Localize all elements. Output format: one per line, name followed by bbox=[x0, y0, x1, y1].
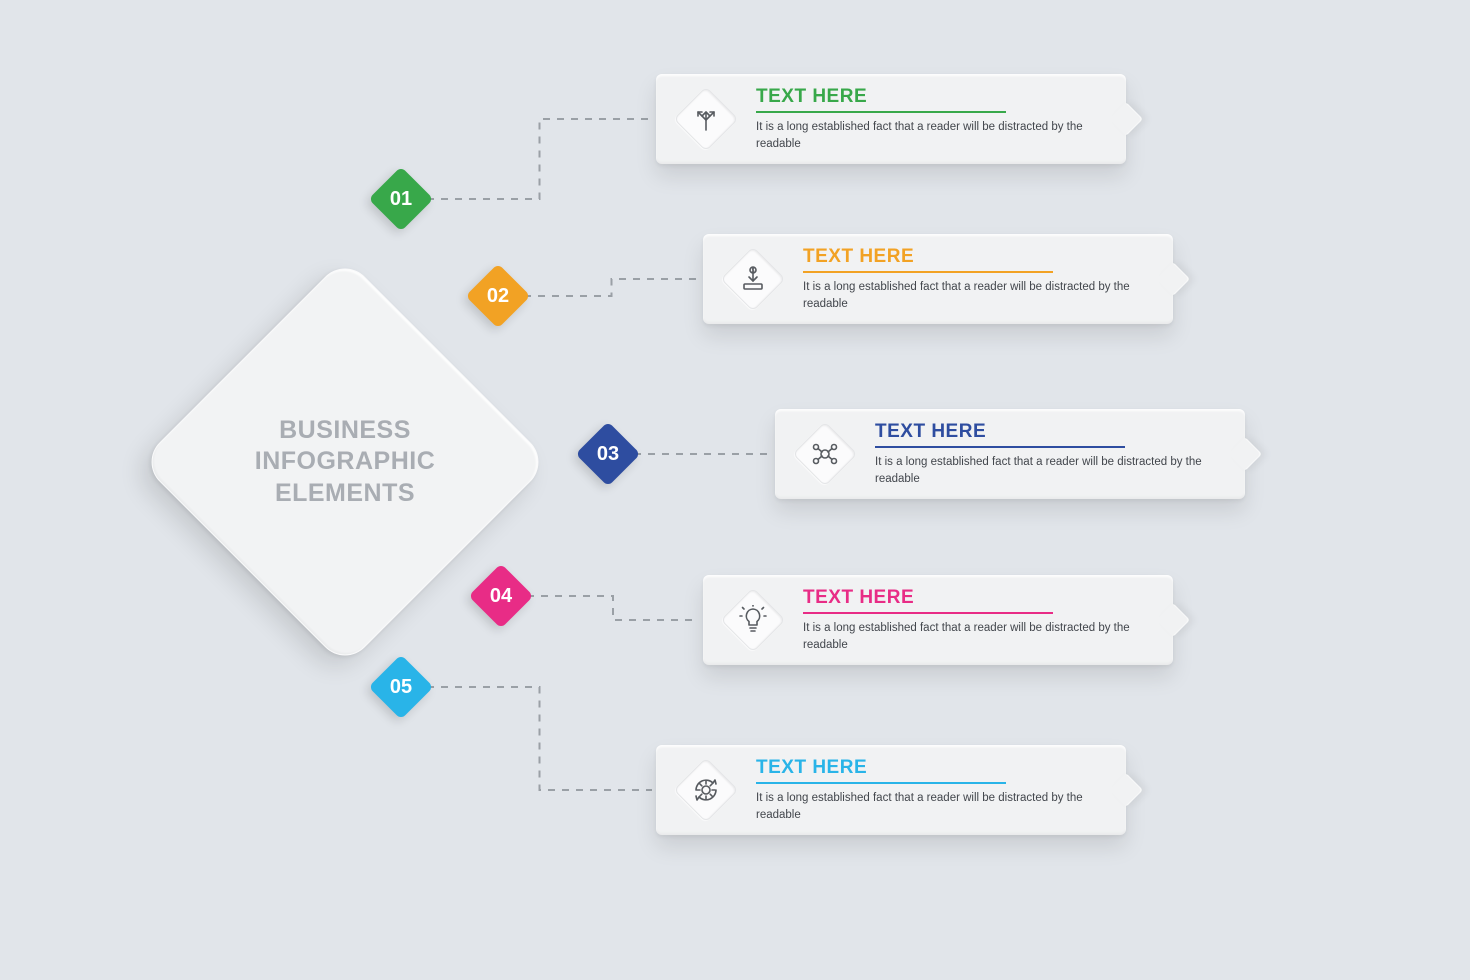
step-number: 02 bbox=[475, 273, 521, 319]
main-diamond: BUSINESS INFOGRAPHIC ELEMENTS bbox=[200, 317, 490, 607]
step-number: 04 bbox=[478, 573, 524, 619]
step-diamond-01: 01 bbox=[378, 176, 424, 222]
money-download-icon bbox=[725, 251, 781, 307]
arrows-split-icon bbox=[678, 91, 734, 147]
lightbulb-icon bbox=[725, 592, 781, 648]
step-diamond-05: 05 bbox=[378, 664, 424, 710]
step-title: TEXT HERE bbox=[756, 86, 1006, 113]
step-card-body: TEXT HERE It is a long established fact t… bbox=[756, 757, 1126, 823]
step-card-04: TEXT HERE It is a long established fact t… bbox=[703, 575, 1173, 665]
infographic-canvas: BUSINESS INFOGRAPHIC ELEMENTS 01 TEXT HER… bbox=[0, 0, 1470, 980]
step-card-02: TEXT HERE It is a long established fact t… bbox=[703, 234, 1173, 324]
step-card-body: TEXT HERE It is a long established fact t… bbox=[875, 421, 1245, 487]
step-description: It is a long established fact that a rea… bbox=[875, 454, 1205, 487]
step-number: 05 bbox=[378, 664, 424, 710]
network-nodes-icon bbox=[797, 426, 853, 482]
step-diamond-03: 03 bbox=[585, 431, 631, 477]
connector-line-02 bbox=[524, 279, 699, 296]
step-title: TEXT HERE bbox=[803, 587, 1053, 614]
main-diamond-title: BUSINESS INFOGRAPHIC ELEMENTS bbox=[200, 317, 490, 607]
step-card-body: TEXT HERE It is a long established fact t… bbox=[803, 246, 1173, 312]
step-card-body: TEXT HERE It is a long established fact t… bbox=[756, 86, 1126, 152]
step-title: TEXT HERE bbox=[803, 246, 1053, 273]
step-diamond-02: 02 bbox=[475, 273, 521, 319]
step-description: It is a long established fact that a rea… bbox=[803, 620, 1133, 653]
step-description: It is a long established fact that a rea… bbox=[803, 279, 1133, 312]
connector-line-05 bbox=[427, 687, 652, 790]
step-description: It is a long established fact that a rea… bbox=[756, 119, 1086, 152]
step-diamond-04: 04 bbox=[478, 573, 524, 619]
step-description: It is a long established fact that a rea… bbox=[756, 790, 1086, 823]
connector-line-04 bbox=[527, 596, 699, 620]
step-title: TEXT HERE bbox=[756, 757, 1006, 784]
step-title: TEXT HERE bbox=[875, 421, 1125, 448]
step-card-body: TEXT HERE It is a long established fact t… bbox=[803, 587, 1173, 653]
step-number: 01 bbox=[378, 176, 424, 222]
step-card-03: TEXT HERE It is a long established fact t… bbox=[775, 409, 1245, 499]
step-number: 03 bbox=[585, 431, 631, 477]
step-card-01: TEXT HERE It is a long established fact t… bbox=[656, 74, 1126, 164]
gear-refresh-icon bbox=[678, 762, 734, 818]
step-card-05: TEXT HERE It is a long established fact t… bbox=[656, 745, 1126, 835]
connector-line-01 bbox=[427, 119, 652, 199]
